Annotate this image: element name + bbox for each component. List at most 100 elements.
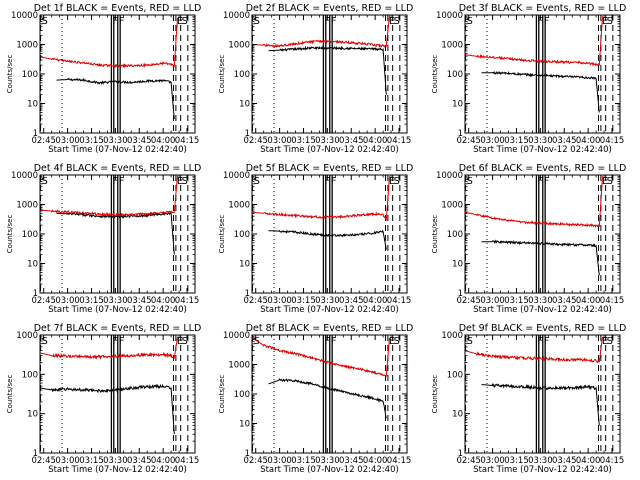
y-tick-label: 10000 [11, 171, 38, 181]
x-axis-label: Start Time (07-Nov-12 02:42:40) [48, 145, 187, 155]
x-tick-label: 02:45 [31, 456, 56, 466]
y-tick-label: 10000 [223, 331, 250, 341]
x-axis-label: Start Time (07-Nov-12 02:42:40) [473, 305, 612, 315]
lld-series-line [251, 337, 390, 377]
x-tick-label: 02:45 [243, 456, 268, 466]
lld-series-line [464, 336, 603, 364]
time-marker-label: S [182, 176, 188, 187]
y-tick-label: 100 [22, 230, 38, 240]
time-marker-label: S [467, 336, 473, 347]
time-marker-label: F [112, 176, 118, 187]
x-axis-label: Start Time (07-Nov-12 02:42:40) [260, 305, 399, 315]
events-series-line [481, 239, 600, 276]
y-tick-label: 10 [239, 420, 250, 430]
y-tick-label: 1000 [228, 41, 250, 51]
lld-series-line [464, 16, 603, 67]
time-marker-label: S [254, 16, 260, 27]
time-marker-label: E [602, 176, 608, 187]
y-tick-label: 10000 [436, 171, 463, 181]
y-tick-label: 10000 [11, 11, 38, 21]
x-axis-label: Start Time (07-Nov-12 02:42:40) [473, 145, 612, 155]
time-marker-label: S [467, 176, 473, 187]
y-tick-label: 10 [27, 100, 38, 110]
y-tick-label: 10 [239, 100, 250, 110]
y-tick-label: 10 [452, 100, 463, 110]
x-tick-label: 02:45 [31, 136, 56, 146]
x-tick-label: 03:15 [291, 136, 316, 146]
x-tick-label: 03:45 [339, 456, 364, 466]
x-tick-label: 03:30 [528, 296, 553, 306]
events-series-line [56, 77, 175, 119]
events-series-line [268, 45, 387, 95]
y-tick-label: 1 [33, 129, 38, 139]
x-tick-label: 03:00 [480, 296, 505, 306]
y-tick-label: 1 [458, 289, 463, 299]
x-tick-label: 03:30 [103, 296, 128, 306]
time-marker-label: F [112, 16, 118, 27]
x-tick-label: 03:45 [552, 456, 577, 466]
plot-frame [39, 334, 196, 454]
time-marker-label: S [42, 176, 48, 187]
x-tick-label: 03:00 [55, 296, 80, 306]
time-marker-label: F [324, 16, 330, 27]
y-tick-label: 100 [22, 70, 38, 80]
x-tick-label: 02:45 [31, 296, 56, 306]
time-marker-label: F [537, 16, 543, 27]
time-marker-label: F [544, 176, 550, 187]
x-tick-label: 03:45 [127, 296, 152, 306]
time-marker-label: E [177, 336, 183, 347]
panel-title: Det 1f BLACK = Events, RED = LLD [34, 3, 202, 14]
x-tick-label: 03:15 [79, 136, 104, 146]
events-series-line [56, 211, 175, 255]
y-tick-label: 10000 [223, 11, 250, 21]
events-series-line [268, 229, 387, 250]
y-tick-label: 1 [458, 449, 463, 459]
y-tick-label: 1000 [16, 41, 38, 51]
y-tick-label: 1000 [16, 331, 38, 341]
y-tick-label: 1000 [16, 201, 38, 211]
events-series-line [481, 382, 600, 426]
x-axis-label: Start Time (07-Nov-12 02:42:40) [260, 145, 399, 155]
time-marker-label: F [331, 336, 337, 347]
y-tick-label: 10 [27, 410, 38, 420]
y-tick-label: 1000 [441, 41, 463, 51]
x-tick-label: 04:15 [600, 456, 625, 466]
lld-series-line [39, 175, 178, 217]
lld-series-line [39, 17, 178, 69]
time-marker-label: F [119, 176, 125, 187]
time-marker-label: F [324, 176, 330, 187]
x-tick-label: 02:45 [456, 296, 481, 306]
y-axis-label: Counts/sec [6, 215, 14, 254]
time-marker-label: S [467, 16, 473, 27]
y-tick-label: 1000 [228, 201, 250, 211]
y-axis-label: Counts/sec [218, 215, 226, 254]
y-tick-label: 100 [447, 370, 463, 380]
time-marker-label: S [607, 176, 613, 187]
panel-title: Det 4f BLACK = Events, RED = LLD [34, 163, 202, 174]
time-marker-label: S [182, 16, 188, 27]
events-series-line [268, 378, 387, 419]
lld-series-line [39, 336, 178, 360]
time-marker-label: F [544, 336, 550, 347]
x-tick-label: 03:00 [55, 456, 80, 466]
x-tick-label: 03:45 [552, 136, 577, 146]
time-marker-label: F [112, 336, 118, 347]
x-tick-label: 03:30 [103, 456, 128, 466]
y-tick-label: 100 [22, 370, 38, 380]
x-tick-label: 03:15 [291, 456, 316, 466]
x-tick-label: 02:45 [456, 136, 481, 146]
panel-title: Det 7f BLACK = Events, RED = LLD [34, 323, 202, 334]
lld-series-line [464, 176, 603, 229]
y-tick-label: 1 [245, 289, 250, 299]
x-tick-label: 04:00 [363, 456, 388, 466]
x-tick-label: 03:00 [480, 136, 505, 146]
y-axis-label: Counts/sec [431, 375, 439, 414]
x-tick-label: 04:00 [576, 296, 601, 306]
x-tick-label: 04:15 [175, 296, 200, 306]
